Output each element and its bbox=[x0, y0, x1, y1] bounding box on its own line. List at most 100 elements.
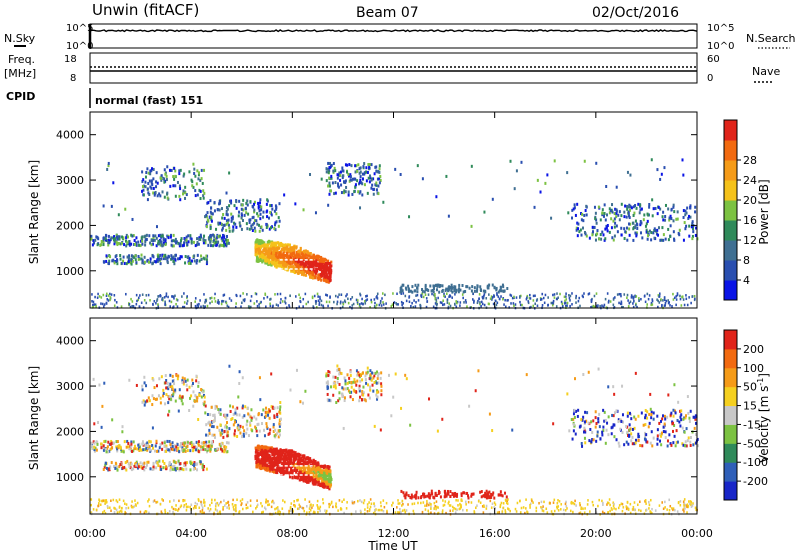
echo-cell bbox=[602, 233, 604, 236]
echo-cell bbox=[433, 290, 435, 293]
echo-cell bbox=[612, 385, 614, 388]
echo-cell bbox=[584, 507, 586, 510]
echo-cell bbox=[172, 393, 174, 396]
echo-cell bbox=[205, 423, 207, 426]
echo-cell bbox=[573, 423, 575, 426]
echo-cell bbox=[436, 299, 438, 302]
echo-cell bbox=[195, 244, 197, 247]
echo-cell bbox=[111, 442, 113, 445]
echo-cell bbox=[594, 206, 596, 209]
echo-cell bbox=[380, 428, 382, 431]
echo-cell bbox=[617, 230, 619, 233]
echo-cell bbox=[685, 294, 687, 297]
echo-cell bbox=[154, 194, 156, 197]
echo-cell bbox=[164, 303, 166, 306]
echo-cell bbox=[185, 503, 187, 506]
echo-cell bbox=[96, 443, 98, 446]
echo-cell bbox=[377, 396, 379, 399]
echo-cell bbox=[177, 305, 179, 308]
echo-cell bbox=[210, 244, 212, 247]
echo-cell bbox=[317, 511, 319, 514]
echo-cell bbox=[278, 225, 280, 228]
echo-cell bbox=[118, 213, 120, 216]
echo-cell bbox=[589, 428, 591, 431]
echo-cell bbox=[617, 293, 619, 296]
echo-cell bbox=[523, 506, 525, 509]
echo-cell bbox=[447, 298, 449, 301]
echo-cell bbox=[660, 443, 662, 446]
strong-echo-cell bbox=[295, 247, 297, 250]
echo-cell bbox=[282, 499, 284, 502]
echo-cell bbox=[170, 466, 172, 469]
strong-echo-cell bbox=[323, 268, 325, 271]
echo-cell bbox=[444, 303, 446, 306]
echo-cell bbox=[645, 499, 647, 502]
echo-cell bbox=[169, 395, 171, 398]
echo-cell bbox=[353, 190, 355, 193]
echo-cell bbox=[348, 302, 350, 305]
echo-cell bbox=[224, 414, 226, 417]
echo-cell bbox=[179, 184, 181, 187]
colorbar-swatch bbox=[724, 280, 737, 301]
echo-cell bbox=[646, 509, 648, 512]
echo-cell bbox=[617, 214, 619, 217]
strong-echo-cell bbox=[317, 277, 319, 280]
echo-cell bbox=[431, 490, 433, 493]
echo-cell bbox=[160, 235, 162, 238]
echo-cell bbox=[669, 304, 671, 307]
echo-cell bbox=[485, 297, 487, 300]
echo-cell bbox=[97, 293, 99, 296]
strong-echo-cell bbox=[321, 263, 323, 266]
echo-cell bbox=[684, 210, 686, 213]
strong-echo-cell bbox=[297, 272, 299, 275]
echo-cell bbox=[367, 367, 369, 370]
echo-cell bbox=[111, 418, 113, 421]
echo-cell bbox=[478, 298, 480, 301]
echo-cell bbox=[288, 510, 290, 513]
echo-cell bbox=[658, 206, 660, 209]
echo-cell bbox=[213, 425, 215, 428]
echo-cell bbox=[221, 217, 223, 220]
echo-cell bbox=[526, 298, 528, 301]
echo-cell bbox=[197, 385, 199, 388]
echo-cell bbox=[503, 507, 505, 510]
echo-cell bbox=[630, 417, 632, 420]
echo-cell bbox=[354, 390, 356, 393]
echo-cell bbox=[254, 230, 256, 233]
echo-cell bbox=[620, 293, 622, 296]
echo-cell bbox=[510, 160, 512, 163]
echo-cell bbox=[181, 295, 183, 298]
echo-cell bbox=[648, 507, 650, 510]
echo-cell bbox=[332, 170, 334, 173]
echo-cell bbox=[269, 417, 271, 420]
echo-cell bbox=[433, 507, 435, 510]
echo-cell bbox=[335, 295, 337, 298]
echo-cell bbox=[212, 212, 214, 215]
echo-cell bbox=[244, 405, 246, 408]
echo-cell bbox=[242, 508, 244, 511]
echo-cell bbox=[661, 173, 663, 176]
echo-cell bbox=[191, 184, 193, 187]
echo-cell bbox=[226, 302, 228, 305]
echo-cell bbox=[190, 503, 192, 506]
echo-cell bbox=[601, 231, 603, 234]
echo-cell bbox=[119, 463, 121, 466]
echo-cell bbox=[121, 242, 123, 245]
echo-cell bbox=[344, 377, 346, 380]
echo-cell bbox=[258, 303, 260, 306]
echo-cell bbox=[265, 499, 267, 502]
echo-cell bbox=[407, 285, 409, 288]
echo-cell bbox=[160, 401, 162, 404]
echo-cell bbox=[370, 506, 372, 509]
echo-cell bbox=[276, 304, 278, 307]
echo-cell bbox=[136, 300, 138, 303]
echo-cell bbox=[279, 401, 281, 404]
echo-cell bbox=[114, 294, 116, 297]
echo-cell bbox=[482, 303, 484, 306]
echo-cell bbox=[584, 231, 586, 234]
echo-cell bbox=[290, 506, 292, 509]
echo-cell bbox=[176, 298, 178, 301]
echo-cell bbox=[479, 285, 481, 288]
echo-cell bbox=[164, 402, 166, 405]
echo-cell bbox=[484, 290, 486, 293]
